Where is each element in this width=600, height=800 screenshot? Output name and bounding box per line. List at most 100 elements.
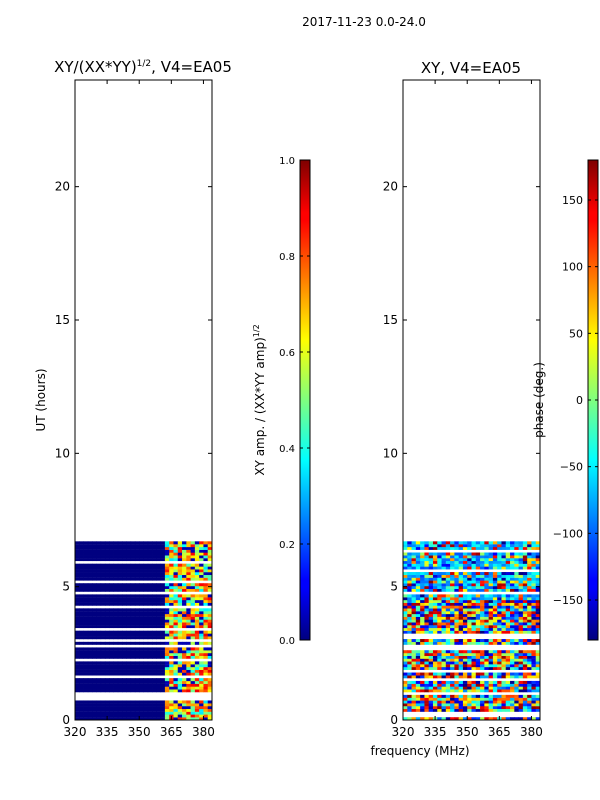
heatmap-cell	[207, 588, 212, 592]
heatmap-cell	[510, 675, 515, 679]
heatmap-cell	[207, 678, 212, 682]
heatmap-cell	[441, 639, 447, 643]
heatmap-cell	[156, 552, 162, 556]
heatmap-cell	[139, 541, 144, 545]
heatmap-cell	[497, 694, 502, 698]
heatmap-cell	[432, 580, 438, 584]
heatmap-cell	[501, 689, 507, 693]
heatmap-cell	[139, 574, 144, 578]
heatmap-cell	[488, 700, 494, 704]
heatmap-cell	[445, 708, 451, 712]
heatmap-cell	[87, 686, 93, 690]
heatmap-cell	[207, 616, 212, 620]
heatmap-cell	[194, 672, 200, 676]
heatmap-cell	[92, 608, 97, 612]
heatmap-cell	[437, 566, 442, 570]
heatmap-cell	[182, 602, 187, 606]
heatmap-cell	[160, 586, 166, 589]
heatmap-cell	[458, 639, 464, 643]
x-tick-label: 335	[424, 725, 447, 739]
heatmap-cell	[190, 653, 196, 656]
heatmap-cell	[437, 622, 442, 626]
heatmap-cell	[467, 627, 472, 631]
heatmap-cell	[480, 697, 485, 701]
heatmap-cell	[522, 608, 528, 612]
heatmap-cell	[450, 605, 455, 609]
heatmap-cell	[467, 566, 472, 570]
heatmap-cell	[152, 549, 157, 553]
heatmap-cell	[147, 622, 153, 626]
heatmap-cell	[450, 541, 455, 545]
heatmap-cell	[407, 558, 412, 562]
heatmap-cell	[475, 577, 481, 581]
heatmap-cell	[467, 555, 472, 559]
heatmap-cell	[156, 653, 162, 656]
heatmap-cell	[514, 706, 519, 710]
heatmap-cell	[130, 655, 136, 659]
heatmap-cell	[100, 549, 106, 553]
heatmap-cell	[428, 558, 434, 562]
heatmap-cell	[454, 717, 460, 720]
heatmap-cell	[207, 633, 212, 637]
heatmap-cell	[437, 672, 442, 676]
heatmap-cell	[177, 583, 183, 587]
heatmap-cell	[134, 611, 140, 615]
heatmap-cell	[458, 697, 464, 701]
heatmap-cell	[164, 586, 170, 589]
heatmap-cell	[92, 717, 97, 720]
heatmap-cell	[514, 697, 519, 701]
heatmap-cell	[535, 583, 540, 587]
heatmap-cell	[100, 700, 106, 704]
heatmap-cell	[411, 664, 417, 668]
heatmap-cell	[147, 641, 153, 645]
heatmap-cell	[450, 622, 455, 626]
heatmap-cell	[122, 558, 127, 562]
heatmap-cell	[522, 630, 528, 634]
heatmap-cell	[104, 653, 110, 656]
heatmap-cell	[411, 597, 417, 601]
heatmap-cell	[475, 552, 481, 556]
heatmap-cell	[462, 650, 468, 654]
heatmap-cell	[420, 572, 425, 576]
heatmap-cell	[164, 597, 170, 601]
heatmap-cell	[403, 622, 408, 626]
heatmap-cell	[194, 622, 200, 626]
heatmap-cell	[522, 583, 528, 587]
heatmap-cell	[109, 686, 114, 690]
heatmap-cell	[484, 566, 490, 570]
heatmap-cell	[109, 541, 114, 545]
heatmap-cell	[480, 650, 485, 654]
heatmap-cell	[522, 639, 528, 643]
heatmap-cell	[531, 689, 537, 693]
heatmap-cell	[471, 627, 477, 631]
heatmap-cell	[415, 680, 421, 684]
heatmap-cell	[454, 639, 460, 643]
heatmap-cell	[505, 708, 511, 712]
heatmap-cell	[497, 639, 502, 643]
heatmap-cell	[518, 694, 524, 698]
heatmap-cell	[113, 689, 119, 693]
heatmap-cell	[518, 717, 524, 720]
colorbar-tick-label: 0	[576, 394, 583, 407]
heatmap-cell	[207, 583, 212, 587]
heatmap-cell	[510, 583, 515, 587]
heatmap-cell	[173, 586, 179, 589]
heatmap-cell	[484, 697, 490, 701]
heatmap-cell	[169, 689, 174, 693]
heatmap-cell	[458, 611, 464, 615]
heatmap-cell	[471, 577, 477, 581]
heatmap-cell	[203, 613, 209, 617]
heatmap-cell	[535, 563, 540, 567]
heatmap-cell	[186, 653, 191, 656]
heatmap-cell	[467, 572, 472, 576]
heatmap-cell	[96, 666, 102, 670]
heatmap-cell	[109, 650, 114, 654]
heatmap-cell	[462, 697, 468, 701]
heatmap-cell	[87, 597, 93, 601]
heatmap-cell	[134, 650, 140, 654]
heatmap-cell	[156, 706, 162, 710]
heatmap-cell	[403, 605, 408, 609]
heatmap-cell	[471, 703, 477, 707]
heatmap-cell	[143, 586, 149, 589]
heatmap-cell	[441, 672, 447, 676]
